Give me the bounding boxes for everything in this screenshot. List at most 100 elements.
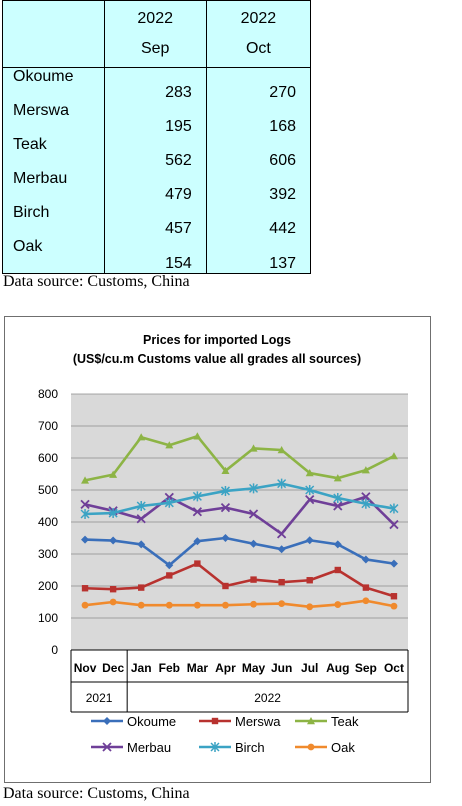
chart-data-source: Data source: Customs, China — [3, 785, 190, 802]
data-point — [165, 601, 173, 609]
data-point — [334, 601, 342, 608]
x-axis: Nov Dec Jan Feb Mar Apr May Jun Jul Aug Sep Oct 2021… — [70, 649, 409, 713]
data-point — [333, 474, 342, 482]
data-point — [333, 540, 342, 549]
data-point — [137, 540, 146, 549]
data-point — [81, 535, 90, 544]
data-point — [80, 499, 90, 510]
data-point — [220, 502, 231, 513]
data-point — [137, 433, 146, 441]
legend-label: Merbau — [127, 740, 171, 755]
data-point — [389, 503, 399, 514]
row-oct-value: 392 — [205, 169, 312, 204]
row-sep-value: 195 — [103, 101, 207, 136]
row-sep-value: 154 — [103, 237, 207, 274]
row-oct-value: 606 — [205, 135, 312, 170]
data-point — [138, 584, 145, 591]
series-line — [84, 434, 395, 482]
line-chart: Prices for imported Logs (US$/cu.m Custo… — [38, 333, 409, 755]
data-point — [221, 534, 230, 542]
data-point — [278, 578, 285, 586]
year-group-label: 2022 — [254, 691, 281, 705]
y-tick-label: 400 — [38, 515, 58, 529]
data-point — [109, 536, 118, 545]
y-tick-label: 0 — [51, 643, 58, 657]
x-tick-label: Mar — [187, 661, 209, 675]
row-name: Okoume — [2, 67, 105, 102]
data-point — [277, 446, 286, 454]
data-point — [192, 491, 202, 502]
data-point — [250, 600, 257, 608]
y-tick-label: 200 — [38, 579, 58, 593]
series-line — [84, 599, 395, 609]
x-tick-label: Sep — [355, 661, 377, 675]
data-point — [164, 497, 174, 508]
data-point — [108, 508, 118, 519]
data-point — [333, 501, 343, 511]
data-point — [362, 584, 370, 591]
year-group-label: 2021 — [86, 691, 113, 705]
x-tick-label: Jan — [131, 661, 152, 675]
legend-label: Oak — [331, 740, 355, 755]
data-point — [137, 601, 145, 609]
legend-label: Birch — [235, 740, 265, 755]
row-oct-value: 137 — [205, 237, 312, 274]
y-tick-label: 600 — [38, 451, 58, 465]
data-point — [390, 602, 398, 610]
legend-label: Okoume — [127, 714, 176, 729]
y-tick-label: 300 — [38, 547, 58, 561]
data-point — [276, 529, 287, 539]
table-row: Oak 154 137 — [2, 237, 312, 274]
header-sep: 2022 Sep — [103, 0, 207, 68]
data-point — [333, 493, 343, 503]
series-line — [84, 495, 395, 536]
row-sep-value: 283 — [103, 67, 207, 102]
row-sep-value: 562 — [103, 135, 207, 170]
data-point — [192, 507, 203, 517]
data-point — [307, 743, 315, 751]
legend-label: Teak — [331, 714, 359, 729]
row-sep-value: 479 — [103, 169, 207, 204]
y-axis-ticks: 0 100 200 300 400 500 600 700 800 — [38, 387, 58, 657]
series-line — [84, 482, 395, 516]
row-oct-value: 270 — [205, 67, 312, 102]
series-line — [84, 536, 395, 567]
data-point — [165, 561, 174, 570]
y-tick-label: 700 — [38, 419, 58, 433]
row-name: Oak — [2, 237, 105, 274]
data-point — [193, 537, 202, 546]
table-header-row: 2022 Sep 2022 Oct — [2, 0, 312, 68]
x-tick-label: Feb — [159, 661, 180, 675]
data-point — [306, 577, 313, 584]
legend: Okoume Merswa Teak Merbau Birch Oak — [91, 714, 359, 755]
data-point — [307, 717, 315, 725]
x-tick-label: Oct — [384, 661, 404, 675]
data-point — [305, 494, 315, 505]
data-point — [334, 566, 341, 574]
data-point — [277, 545, 286, 554]
header-sep-year: 2022 — [137, 10, 173, 27]
chart-frame: Prices for imported Logs (US$/cu.m Custo… — [4, 316, 431, 783]
y-tick-label: 800 — [38, 387, 58, 401]
row-name: Merswa — [2, 101, 105, 136]
data-point — [102, 742, 112, 752]
chart-subtitle: (US$/cu.m Customs value all grades all s… — [73, 352, 361, 366]
data-point — [211, 717, 219, 725]
data-point — [109, 470, 118, 478]
row-name: Teak — [2, 135, 105, 170]
x-tick-label: Apr — [215, 661, 236, 675]
data-point — [249, 444, 258, 452]
data-point — [81, 601, 89, 609]
data-point — [210, 742, 220, 752]
data-point — [193, 432, 202, 440]
header-sep-month: Sep — [140, 40, 170, 57]
data-point — [222, 582, 229, 590]
data-point — [109, 586, 117, 593]
data-point — [362, 597, 370, 605]
table-row: Okoume 283 270 — [2, 67, 312, 102]
data-point — [278, 600, 286, 607]
row-sep-value: 457 — [103, 203, 207, 238]
legend-label: Merswa — [235, 714, 281, 729]
data-point — [250, 576, 257, 583]
table-row: Teak 562 606 — [2, 135, 312, 170]
